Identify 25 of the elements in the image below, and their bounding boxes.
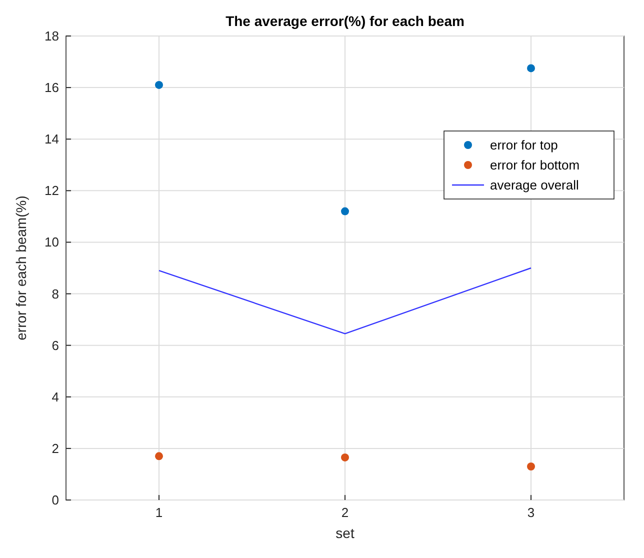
legend-label: error for top: [490, 138, 558, 152]
y-tick-label: 0: [52, 492, 59, 508]
y-tick-label: 12: [44, 183, 59, 198]
point: [527, 64, 535, 72]
point: [155, 80, 163, 89]
y-axis-title: error for each beam(%): [13, 196, 29, 340]
legend-label: average overall: [490, 178, 579, 192]
legend-label: error for bottom: [490, 158, 580, 172]
y-tick-label: 18: [44, 28, 59, 44]
point: [155, 452, 163, 460]
y-tick-label: 8: [52, 286, 59, 302]
point: [527, 462, 535, 470]
x-tick-label: 1: [155, 505, 163, 520]
y-tick-label: 2: [52, 440, 59, 456]
x-axis-title: set: [336, 525, 354, 541]
point: [341, 207, 349, 216]
y-tick-label: 16: [44, 80, 59, 96]
y-tick-label: 14: [44, 132, 59, 147]
chart-title: The average error(%) for each beam: [226, 13, 464, 29]
x-tick-label: 3: [527, 505, 535, 520]
y-tick-label: 6: [52, 338, 59, 353]
point: [341, 453, 349, 462]
x-tick-label: 2: [341, 505, 349, 520]
y-tick-label: 4: [52, 389, 59, 404]
y-tick-label: 10: [44, 234, 59, 250]
